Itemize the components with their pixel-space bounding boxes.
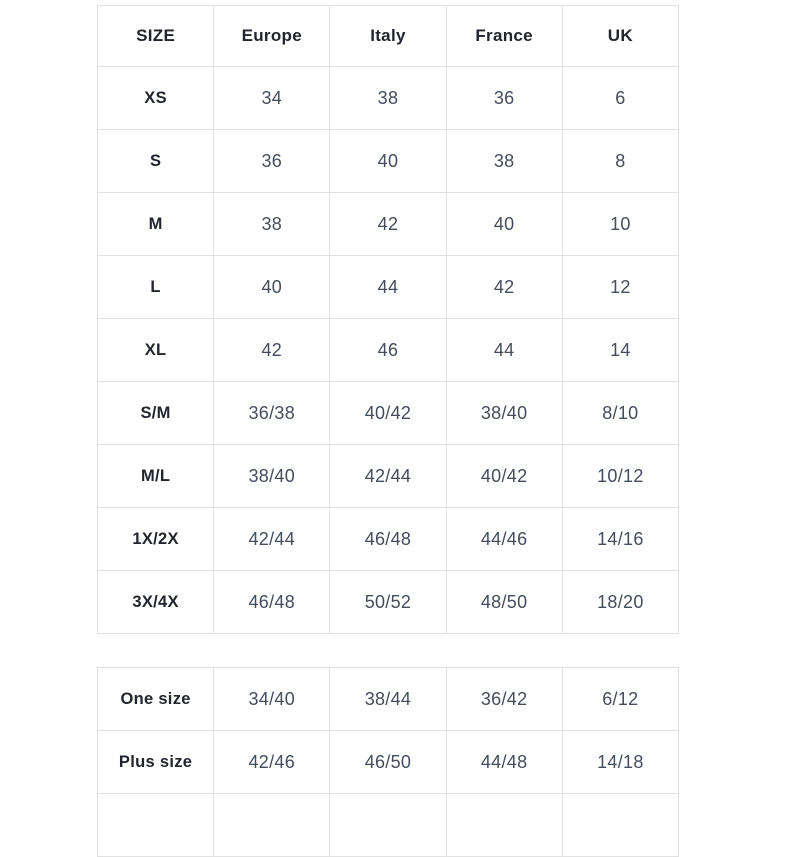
row-label: One size	[96, 667, 215, 731]
size-value: 36	[213, 129, 331, 193]
table-row: M 38 42 40 10	[96, 192, 680, 256]
size-value: 36/42	[445, 667, 563, 731]
size-value: 38/40	[445, 381, 563, 445]
empty-cell	[445, 793, 563, 857]
size-value: 14/16	[561, 507, 680, 571]
size-value: 38/44	[329, 667, 447, 731]
size-value: 50/52	[329, 570, 447, 634]
row-label: M/L	[96, 444, 215, 508]
row-label: L	[96, 255, 215, 319]
table-row: Plus size 42/46 46/50 44/48 14/18	[96, 730, 680, 794]
table-row: One size 34/40 38/44 36/42 6/12	[96, 667, 680, 731]
size-value: 44	[329, 255, 447, 319]
size-value: 42	[445, 255, 563, 319]
size-value: 36	[445, 66, 563, 130]
column-header: UK	[561, 5, 680, 67]
size-table-header: SIZE Europe Italy France UK	[96, 5, 680, 67]
size-value: 18/20	[561, 570, 680, 634]
size-value: 10/12	[561, 444, 680, 508]
size-value: 10	[561, 192, 680, 256]
table-row: S 36 40 38 8	[96, 129, 680, 193]
special-size-table: One size 34/40 38/44 36/42 6/12 Plus size 42/4…	[96, 667, 680, 857]
row-label: M	[96, 192, 215, 256]
size-value: 40	[445, 192, 563, 256]
size-value: 40/42	[329, 381, 447, 445]
size-value: 6	[561, 66, 680, 130]
row-label: 3X/4X	[96, 570, 215, 634]
size-value: 38	[445, 129, 563, 193]
size-value: 8	[561, 129, 680, 193]
size-value: 34	[213, 66, 331, 130]
size-value: 40	[329, 129, 447, 193]
table-row: S/M 36/38 40/42 38/40 8/10	[96, 381, 680, 445]
size-value: 44	[445, 318, 563, 382]
size-value: 46	[329, 318, 447, 382]
size-value: 38	[329, 66, 447, 130]
size-value: 44/48	[445, 730, 563, 794]
empty-cell	[96, 793, 215, 857]
size-value: 42/44	[329, 444, 447, 508]
size-value: 38	[213, 192, 331, 256]
row-label: 1X/2X	[96, 507, 215, 571]
size-value: 36/38	[213, 381, 331, 445]
table-row: 3X/4X 46/48 50/52 48/50 18/20	[96, 570, 680, 634]
size-value: 48/50	[445, 570, 563, 634]
column-header: SIZE	[96, 5, 215, 67]
size-value: 42/44	[213, 507, 331, 571]
table-row: XS 34 38 36 6	[96, 66, 680, 130]
size-value: 40	[213, 255, 331, 319]
size-value: 42/46	[213, 730, 331, 794]
table-row-partial	[96, 793, 680, 857]
size-value: 8/10	[561, 381, 680, 445]
size-table-body: XS 34 38 36 6 S 36 40 38 8 M 38 42 40 10 L 40 44 42 12 XL 42 4…	[96, 66, 680, 634]
size-value: 46/48	[213, 570, 331, 634]
size-value: 46/48	[329, 507, 447, 571]
size-value: 42	[213, 318, 331, 382]
size-guide: SIZE Europe Italy France UK XS 34 38 36 6 S 36 40 38…	[96, 5, 680, 857]
row-label: S	[96, 129, 215, 193]
special-size-table-body: One size 34/40 38/44 36/42 6/12 Plus size 42/4…	[96, 667, 680, 857]
size-value: 12	[561, 255, 680, 319]
row-label: Plus size	[96, 730, 215, 794]
table-row: M/L 38/40 42/44 40/42 10/12	[96, 444, 680, 508]
size-value: 6/12	[561, 667, 680, 731]
table-row: XL 42 46 44 14	[96, 318, 680, 382]
column-header: Italy	[329, 5, 447, 67]
size-value: 42	[329, 192, 447, 256]
table-row: L 40 44 42 12	[96, 255, 680, 319]
size-value: 46/50	[329, 730, 447, 794]
size-value: 14	[561, 318, 680, 382]
empty-cell	[329, 793, 447, 857]
column-header: Europe	[213, 5, 331, 67]
row-label: XS	[96, 66, 215, 130]
row-label: S/M	[96, 381, 215, 445]
header-row: SIZE Europe Italy France UK	[96, 5, 680, 67]
size-value: 34/40	[213, 667, 331, 731]
size-value: 40/42	[445, 444, 563, 508]
empty-cell	[213, 793, 331, 857]
row-label: XL	[96, 318, 215, 382]
size-value: 38/40	[213, 444, 331, 508]
size-value: 44/46	[445, 507, 563, 571]
table-row: 1X/2X 42/44 46/48 44/46 14/16	[96, 507, 680, 571]
size-conversion-table: SIZE Europe Italy France UK XS 34 38 36 6 S 36 40 38…	[96, 5, 680, 634]
size-value: 14/18	[561, 730, 680, 794]
empty-cell	[561, 793, 680, 857]
column-header: France	[445, 5, 563, 67]
